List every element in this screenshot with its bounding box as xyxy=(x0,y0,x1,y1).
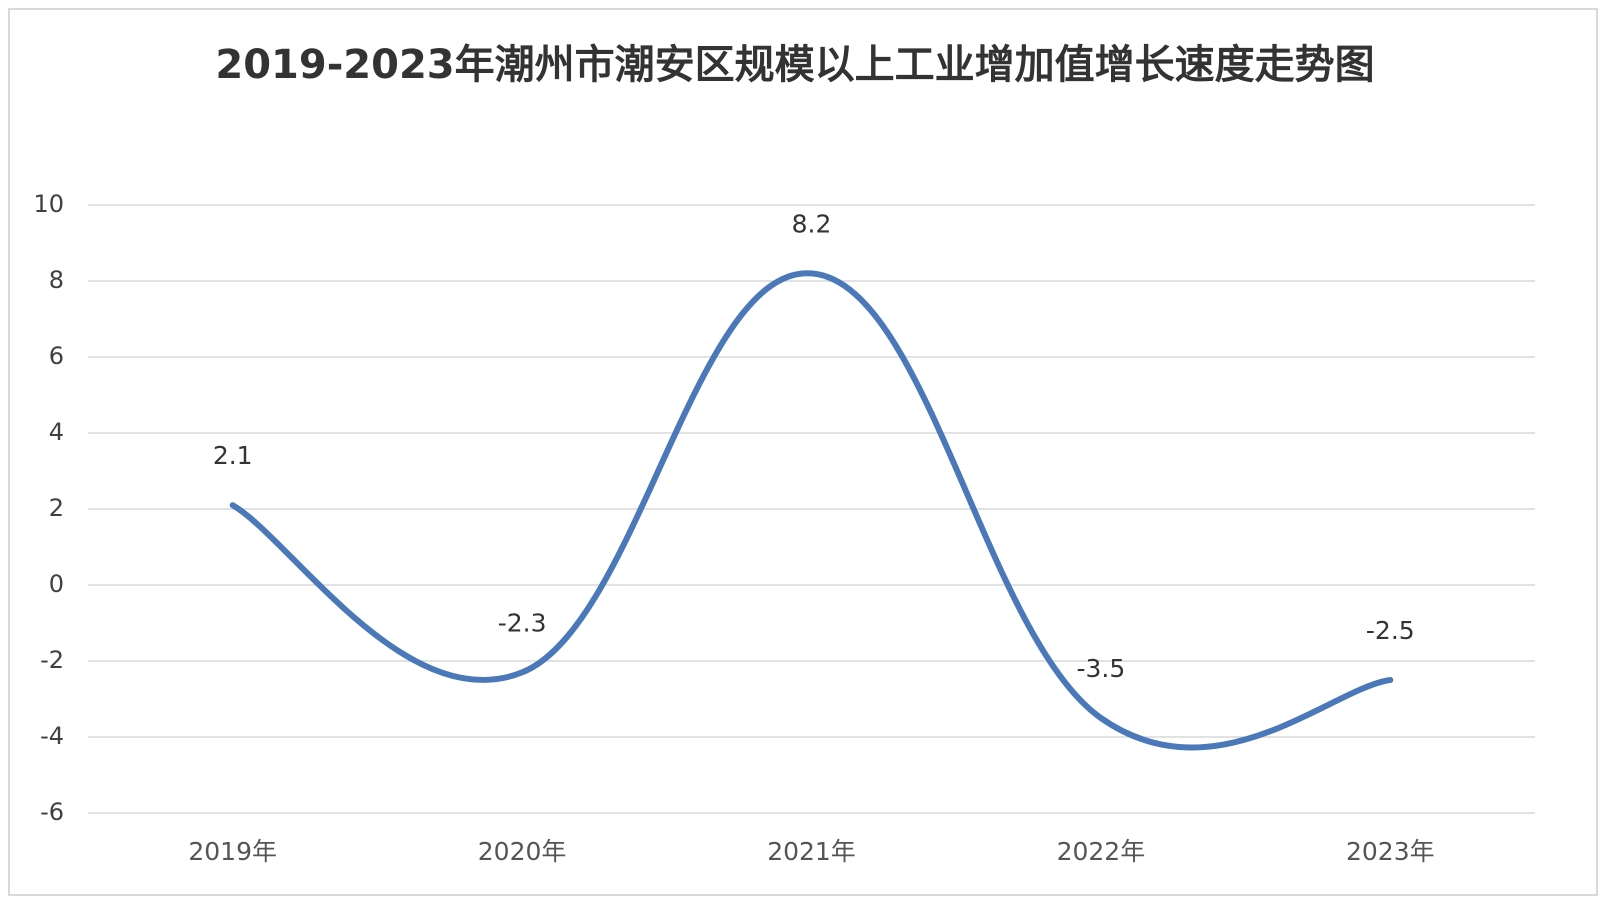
y-tick-label: 0 xyxy=(49,570,64,598)
y-tick-label: -2 xyxy=(40,646,64,674)
x-tick-label: 2023年 xyxy=(1346,837,1435,866)
x-tick-label: 2019年 xyxy=(188,837,277,866)
data-label: -2.3 xyxy=(498,608,547,637)
data-label: -3.5 xyxy=(1077,654,1126,683)
y-tick-label: 2 xyxy=(49,494,64,522)
y-tick-label: 4 xyxy=(49,418,64,446)
x-tick-label: 2020年 xyxy=(478,837,567,866)
y-tick-label: -6 xyxy=(40,798,64,826)
x-tick-label: 2022年 xyxy=(1057,837,1146,866)
data-label: 2.1 xyxy=(213,441,253,470)
y-tick-label: 8 xyxy=(49,266,64,294)
chart-title: 2019-2023年潮州市潮安区规模以上工业增加值增长速度走势图 xyxy=(215,42,1375,88)
y-tick-label: -4 xyxy=(40,722,64,750)
data-label: -2.5 xyxy=(1366,616,1415,645)
data-label: 8.2 xyxy=(792,209,832,238)
y-tick-label: 10 xyxy=(33,190,64,218)
data-line xyxy=(229,270,1394,751)
y-tick-label: 6 xyxy=(49,342,64,370)
chart-frame xyxy=(8,8,1598,896)
x-tick-label: 2021年 xyxy=(767,837,856,866)
